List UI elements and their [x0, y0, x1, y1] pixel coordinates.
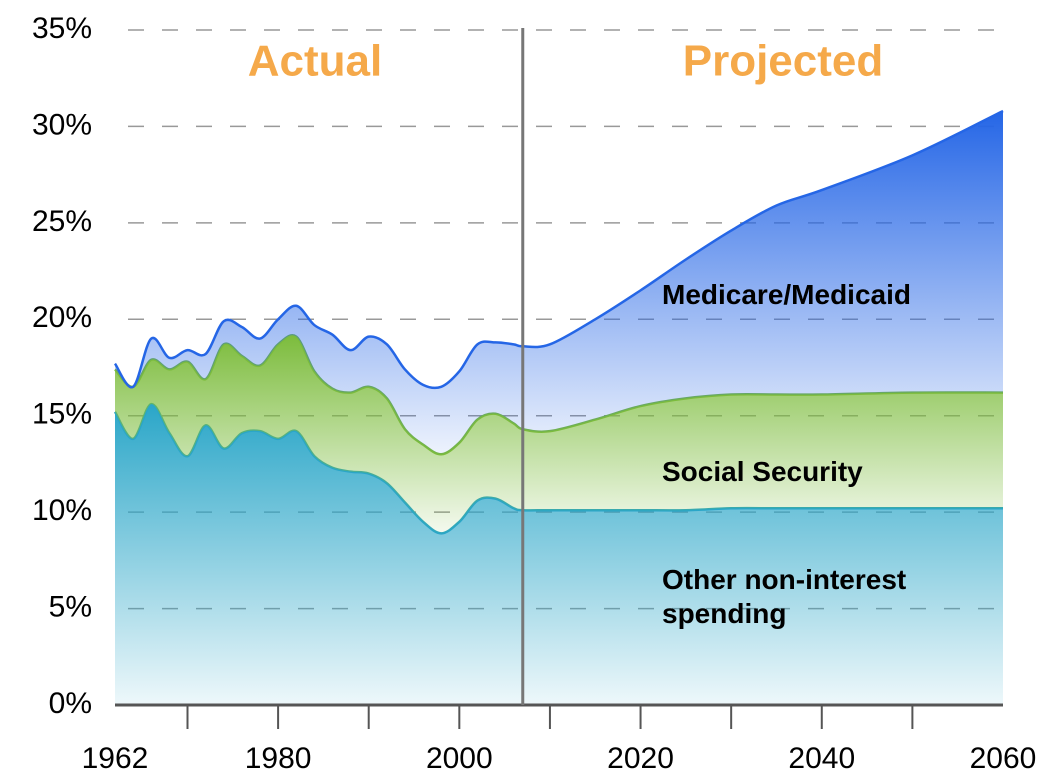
- series-label: Medicare/Medicaid: [662, 279, 911, 310]
- y-tick-label: 20%: [32, 301, 92, 334]
- annotation: Actual: [248, 37, 382, 86]
- y-tick-label: 25%: [32, 205, 92, 238]
- y-tick-label: 15%: [32, 398, 92, 431]
- area-edge: [113, 109, 1004, 390]
- y-tick-label: 5%: [49, 590, 92, 623]
- area: [115, 111, 1003, 455]
- y-tick-label: 35%: [32, 12, 92, 45]
- x-tick-label: 2040: [788, 742, 855, 775]
- area: [115, 404, 1003, 705]
- y-tick-label: 0%: [49, 687, 92, 720]
- x-tick-label: 1962: [82, 742, 149, 775]
- y-tick-label: 30%: [32, 108, 92, 141]
- x-tick-label: 2000: [426, 742, 493, 775]
- annotation: Projected: [683, 37, 884, 86]
- series-label: Other non-interest spending: [662, 564, 907, 629]
- x-tick-label: 1980: [245, 742, 312, 775]
- series-label: Social Security: [662, 456, 863, 487]
- x-tick-label: 2060: [970, 742, 1037, 775]
- y-tick-label: 10%: [32, 494, 92, 527]
- x-tick-label: 2020: [607, 742, 674, 775]
- area: [115, 335, 1003, 534]
